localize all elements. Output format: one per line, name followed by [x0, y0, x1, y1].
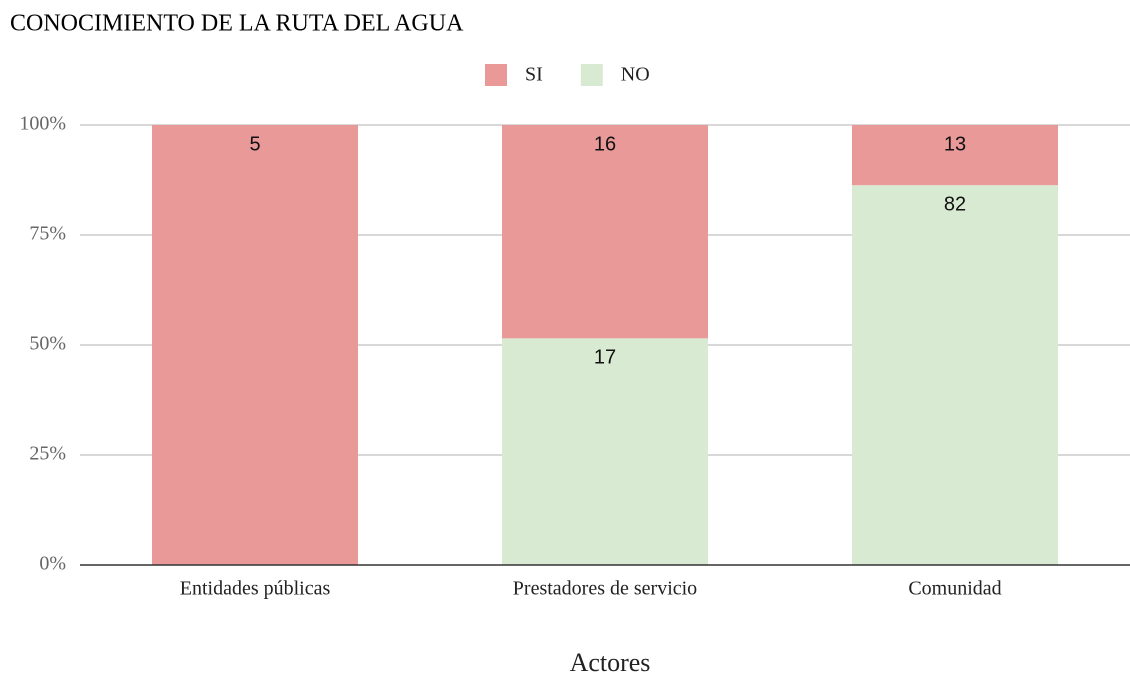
- y-tick-label: 75%: [29, 223, 66, 245]
- legend-swatch: [580, 64, 603, 86]
- x-tick-label: Comunidad: [908, 578, 1001, 600]
- data-label: 5: [249, 133, 260, 155]
- legend-label: NO: [621, 64, 650, 86]
- x-axis-label: Actores: [570, 648, 651, 677]
- data-label: 16: [594, 133, 616, 155]
- y-tick-label: 100%: [19, 113, 66, 135]
- bar-segment: [852, 185, 1058, 566]
- bar-segment: [152, 125, 358, 565]
- x-tick-label: Entidades públicas: [180, 578, 331, 600]
- bar-segment: [502, 338, 708, 565]
- bar-segment: [502, 125, 708, 339]
- x-tick-label: Prestadores de servicio: [513, 578, 697, 600]
- data-label: 82: [944, 193, 966, 215]
- chart-title: CONOCIMIENTO DE LA RUTA DEL AGUA: [10, 11, 464, 37]
- y-tick-label: 50%: [29, 333, 66, 355]
- y-tick-label: 25%: [29, 443, 66, 465]
- bar-segment: [852, 125, 1058, 186]
- legend-label: SI: [525, 64, 543, 86]
- data-label: 17: [594, 347, 616, 369]
- y-tick-label: 0%: [39, 553, 66, 575]
- data-label: 13: [944, 133, 966, 155]
- legend-swatch: [485, 64, 507, 86]
